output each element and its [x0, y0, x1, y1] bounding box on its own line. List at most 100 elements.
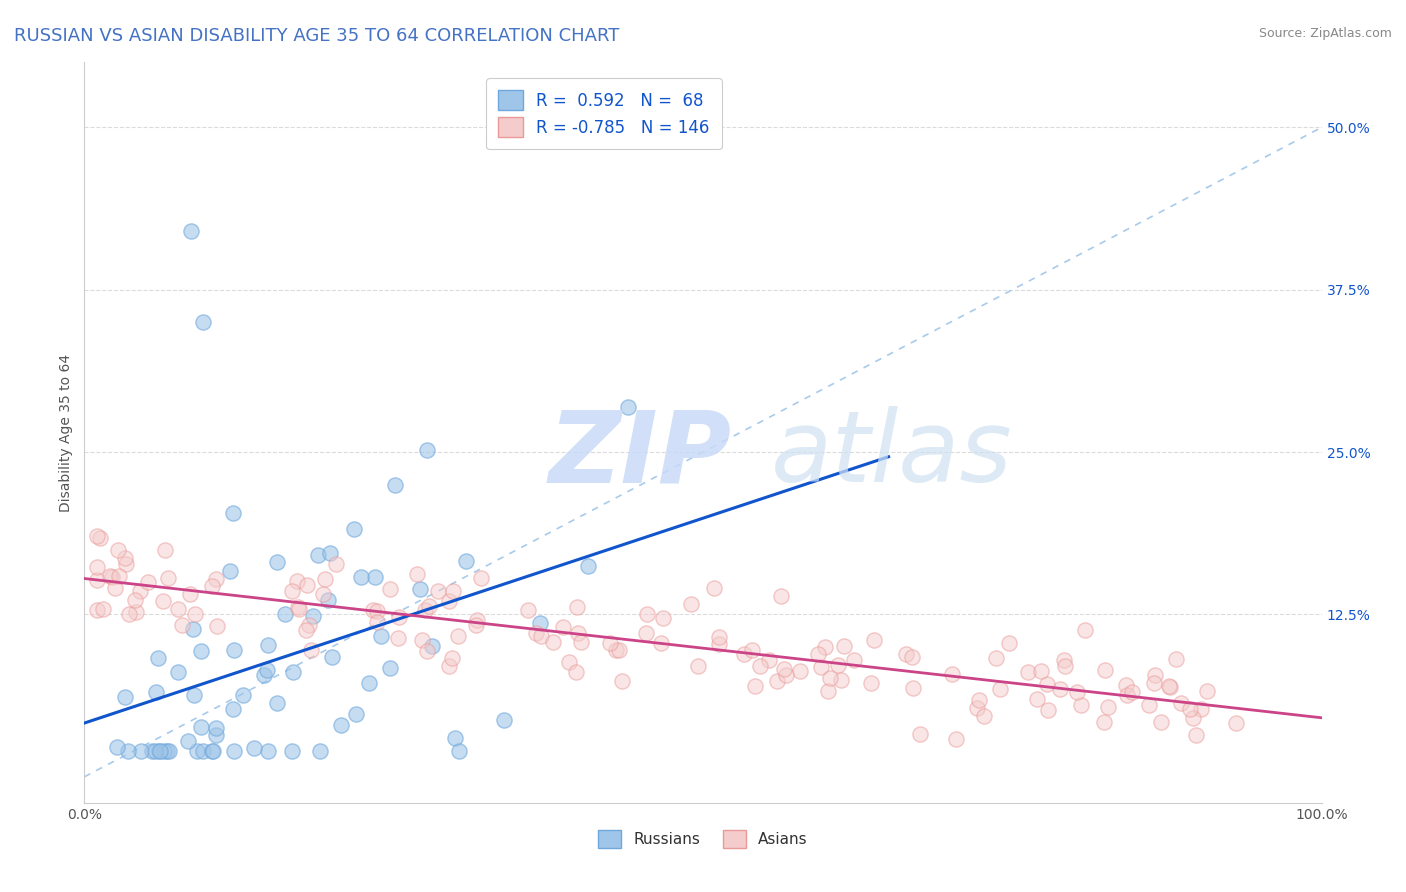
Point: [447, 744, 470, 758]
Point: [599, 636, 621, 650]
Point: [157, 744, 180, 758]
Point: [411, 633, 433, 648]
Point: [1053, 652, 1076, 666]
Point: [966, 701, 988, 715]
Point: [204, 721, 226, 735]
Point: [1166, 652, 1188, 666]
Point: [219, 565, 242, 579]
Point: [1094, 663, 1116, 677]
Point: [1225, 716, 1247, 731]
Point: [191, 744, 214, 758]
Point: [707, 630, 730, 644]
Point: [117, 744, 139, 758]
Point: [222, 744, 245, 758]
Point: [201, 744, 224, 758]
Point: [616, 400, 638, 414]
Point: [378, 661, 401, 675]
Point: [1036, 702, 1059, 716]
Point: [388, 610, 411, 624]
Point: [636, 607, 658, 622]
Point: [253, 667, 276, 681]
Point: [316, 592, 339, 607]
Point: [366, 603, 388, 617]
Point: [141, 744, 163, 758]
Point: [733, 647, 755, 661]
Point: [149, 744, 172, 758]
Point: [302, 609, 325, 624]
Point: [1116, 689, 1139, 703]
Point: [834, 639, 856, 653]
Point: [312, 587, 335, 601]
Point: [418, 599, 440, 613]
Point: [224, 643, 246, 657]
Point: [773, 662, 796, 676]
Point: [901, 681, 924, 695]
Point: [610, 673, 633, 688]
Point: [634, 625, 657, 640]
Point: [243, 741, 266, 756]
Point: [1092, 715, 1115, 730]
Point: [741, 642, 763, 657]
Point: [454, 554, 477, 568]
Point: [1049, 681, 1071, 696]
Point: [274, 607, 297, 621]
Point: [652, 611, 675, 625]
Point: [91, 602, 114, 616]
Point: [810, 659, 832, 673]
Point: [1121, 685, 1143, 699]
Point: [766, 674, 789, 689]
Point: [1029, 664, 1052, 678]
Point: [1066, 685, 1088, 699]
Point: [361, 603, 384, 617]
Point: [297, 618, 319, 632]
Point: [686, 659, 709, 673]
Point: [222, 506, 245, 520]
Point: [344, 706, 367, 721]
Point: [166, 665, 188, 679]
Point: [551, 620, 574, 634]
Point: [145, 685, 167, 699]
Point: [470, 571, 492, 585]
Point: [758, 653, 780, 667]
Point: [529, 616, 551, 631]
Point: [565, 599, 588, 614]
Point: [201, 579, 224, 593]
Point: [775, 667, 797, 681]
Point: [266, 696, 288, 710]
Point: [437, 594, 460, 608]
Point: [827, 657, 849, 672]
Point: [1070, 698, 1092, 713]
Point: [190, 644, 212, 658]
Point: [416, 644, 439, 658]
Point: [105, 740, 128, 755]
Point: [131, 744, 153, 758]
Point: [167, 602, 190, 616]
Point: [295, 623, 318, 637]
Point: [1150, 714, 1173, 729]
Point: [1143, 675, 1166, 690]
Point: [370, 629, 392, 643]
Point: [297, 577, 319, 591]
Point: [350, 570, 373, 584]
Point: [1184, 728, 1206, 742]
Y-axis label: Disability Age 35 to 64: Disability Age 35 to 64: [59, 353, 73, 512]
Point: [818, 671, 841, 685]
Point: [308, 744, 330, 758]
Point: [325, 557, 347, 571]
Point: [1025, 692, 1047, 706]
Point: [1157, 679, 1180, 693]
Point: [1115, 678, 1137, 692]
Point: [186, 744, 208, 758]
Point: [420, 639, 443, 653]
Point: [1018, 665, 1040, 680]
Point: [744, 679, 766, 693]
Point: [232, 689, 254, 703]
Point: [416, 443, 439, 458]
Point: [437, 659, 460, 673]
Point: [516, 603, 538, 617]
Point: [1182, 711, 1205, 725]
Point: [207, 619, 229, 633]
Point: [465, 614, 488, 628]
Text: ZIP: ZIP: [548, 407, 731, 503]
Point: [329, 718, 352, 732]
